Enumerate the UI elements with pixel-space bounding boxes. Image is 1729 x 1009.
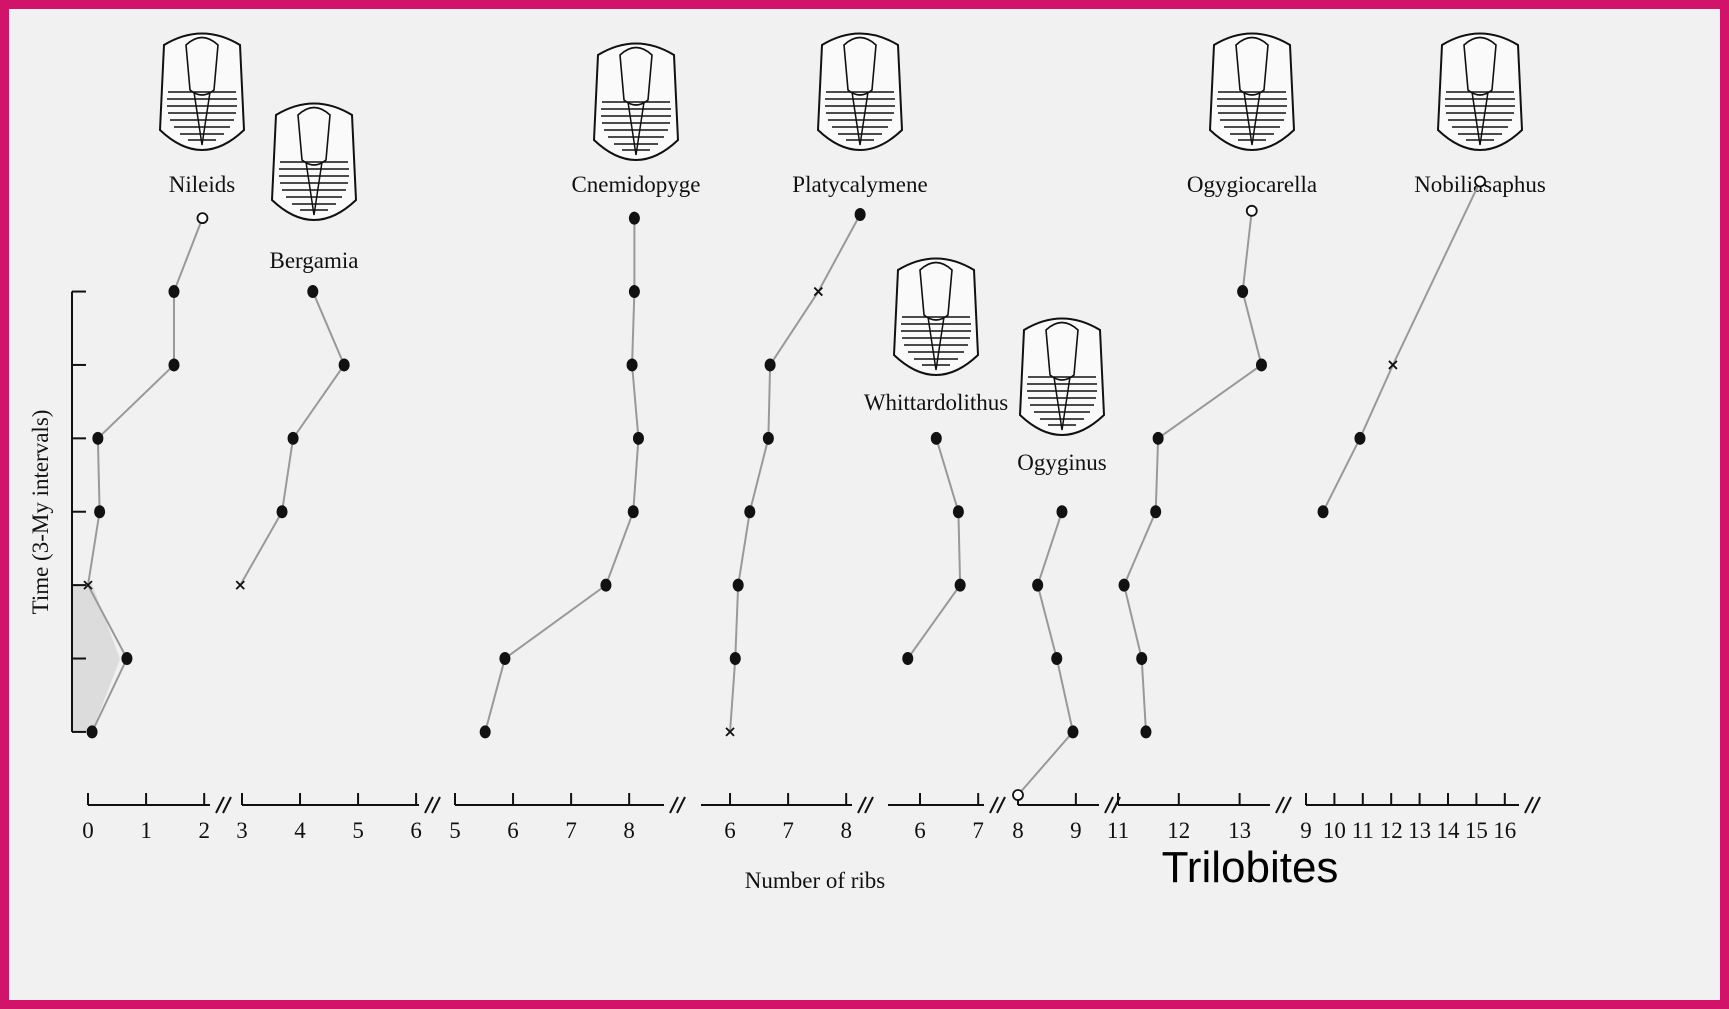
data-point [955,579,966,592]
x-tick-label: 8 [840,818,852,843]
figure: Number of ribs Time (3-My intervals) Tri… [0,0,1729,1009]
x-tick-label: 9 [1070,818,1082,843]
data-point [1056,505,1067,518]
trilobite-icon [1210,34,1294,151]
x-tick-label: 4 [294,818,306,843]
x-axis-title: Number of ribs [745,868,886,893]
x-tick-label: 5 [449,818,461,843]
x-tick-label: 6 [507,818,519,843]
data-point [855,208,866,221]
data-point [168,358,179,371]
data-point [277,505,288,518]
data-point [629,285,640,298]
species-label: Nileids [169,172,235,197]
x-tick-label: 7 [972,818,984,843]
data-point [1237,285,1248,298]
x-tick-label: 11 [1352,818,1374,843]
x-tick-label: 13 [1228,818,1251,843]
page: {"figure": {"xlabel": "Number of ribs", … [0,0,1729,1009]
caption: Trilobites [1162,843,1339,892]
x-tick-label: 9 [1300,818,1312,843]
x-tick-label: 13 [1408,818,1431,843]
x-tick-label: 10 [1323,818,1346,843]
data-point [1354,432,1365,445]
trilobite-icon [894,259,978,376]
data-point [763,432,774,445]
trilobite-icon [272,104,356,221]
x-tick-label: 11 [1107,818,1129,843]
species-label: Cnemidopyge [571,172,700,197]
data-point [1247,206,1257,216]
species-label: Ogyginus [1017,450,1107,475]
x-tick-label: 14 [1437,818,1461,843]
x-tick-label: 7 [565,818,577,843]
x-tick-label: 6 [410,818,422,843]
data-point [765,358,776,371]
data-point [931,432,942,445]
x-tick-label: 8 [1012,818,1024,843]
x-tick-label: 6 [724,818,736,843]
x-tick-label: 0 [82,818,94,843]
trilobite-icon [160,34,244,151]
data-point [197,213,207,223]
species-label: Bergamia [270,248,359,273]
data-point [1119,579,1130,592]
species-label: Whittardolithus [864,390,1008,415]
data-point [339,358,350,371]
data-point [1051,652,1062,665]
data-point [480,725,491,738]
species-label: Ogygiocarella [1187,172,1317,197]
data-point [1067,725,1078,738]
trilobite-icon [818,34,902,151]
data-point [953,505,964,518]
data-point [499,652,510,665]
data-point [121,652,132,665]
trilobite-icon [594,44,678,161]
x-tick-label: 3 [236,818,248,843]
data-point [600,579,611,592]
data-point [1032,579,1043,592]
data-point [1256,358,1267,371]
data-point [87,725,98,738]
data-point [733,579,744,592]
species-label: Platycalymene [792,172,927,197]
x-tick-label: 7 [782,818,794,843]
data-point [744,505,755,518]
trilobite-icon [1438,34,1522,151]
data-point [902,652,913,665]
data-point [627,358,638,371]
x-tick-label: 5 [352,818,364,843]
data-point [92,432,103,445]
data-point [288,432,299,445]
x-tick-label: 12 [1380,818,1403,843]
x-tick-label: 2 [198,818,210,843]
data-point [628,505,639,518]
data-point [307,285,318,298]
data-point [94,505,105,518]
data-point [629,212,640,225]
data-point [1013,790,1023,800]
x-tick-label: 15 [1465,818,1488,843]
trilobite-icon [1020,319,1104,436]
x-tick-label: 6 [914,818,926,843]
data-point [1475,176,1485,186]
data-point [1150,505,1161,518]
data-point [633,432,644,445]
background [9,9,1720,1000]
data-point [1153,432,1164,445]
data-point [730,652,741,665]
x-tick-label: 12 [1167,818,1190,843]
x-tick-label: 1 [140,818,152,843]
data-point [1140,725,1151,738]
y-axis-title: Time (3-My intervals) [28,410,53,615]
x-tick-label: 16 [1493,818,1516,843]
data-point [1318,505,1329,518]
data-point [168,285,179,298]
data-point [1136,652,1147,665]
x-tick-label: 8 [623,818,635,843]
